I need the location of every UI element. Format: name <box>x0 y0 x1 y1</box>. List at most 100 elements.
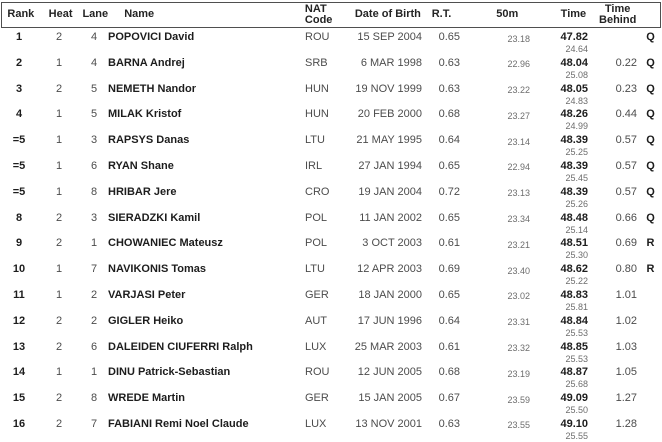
time-behind-cell <box>590 28 639 54</box>
lane-cell: 4 <box>90 31 98 43</box>
qualification-cell: Q <box>646 159 655 172</box>
reaction-time-cell: 0.63 <box>438 82 460 95</box>
time-behind-cell: 0.69 <box>615 237 637 250</box>
rank-cell: 12 <box>12 314 26 327</box>
rank-cell: 4 <box>15 108 23 121</box>
name-cell: DINU Patrick-Sebastian <box>108 366 231 379</box>
final-time: 48.83 <box>560 288 588 301</box>
qualification-cell <box>639 363 662 389</box>
header-date-of-birth: Date of Birth <box>354 8 421 21</box>
time-behind-cell: 0.57 <box>615 185 637 198</box>
rank-cell: 10 <box>12 263 26 276</box>
date-of-birth-cell: 12 APR 2003 <box>357 263 422 276</box>
lane-cell: 5 <box>90 82 98 95</box>
nat-code-cell: POL <box>305 237 328 250</box>
split-50m-cell: 23.31 <box>507 317 530 328</box>
split-50m-cell: 23.18 <box>507 33 530 44</box>
reaction-time-cell: 0.61 <box>438 237 460 250</box>
name-cell: GIGLER Heiko <box>108 314 184 327</box>
qualification-cell: R <box>646 263 655 276</box>
time-cell: 48.39 25.45 <box>532 157 590 183</box>
name-cell: NEMETH Nandor <box>108 82 196 95</box>
time-cell: 48.26 24.99 <box>532 105 590 131</box>
name-cell: HRIBAR Jere <box>108 185 177 198</box>
final-time: 48.39 <box>560 159 588 172</box>
second-50m-split: 25.25 <box>565 147 588 157</box>
name-cell: POPOVICI David <box>108 31 195 43</box>
time-behind-cell: 1.03 <box>615 340 637 353</box>
final-time: 48.39 <box>560 134 588 147</box>
final-time: 48.26 <box>560 108 588 121</box>
name-cell: SIERADZKI Kamil <box>108 211 201 224</box>
time-behind-cell: 1.01 <box>615 288 637 301</box>
heat-cell: 1 <box>55 134 63 147</box>
name-cell: BARNA Andrej <box>108 56 185 69</box>
rank-cell: 8 <box>15 211 23 224</box>
heat-cell: 2 <box>55 314 63 327</box>
table-row: 9 2 1 CHOWANIEC Mateusz POL 3 OCT 2003 0… <box>0 234 662 260</box>
final-time: 48.05 <box>560 82 588 95</box>
header-50m: 50m <box>496 8 519 21</box>
reaction-time-cell: 0.68 <box>438 108 460 121</box>
qualification-cell <box>639 286 662 312</box>
lane-cell: 2 <box>90 314 98 327</box>
reaction-time-cell: 0.72 <box>438 185 460 198</box>
table-row: =5 1 8 HRIBAR Jere CRO 19 JAN 2004 0.72 … <box>0 183 662 209</box>
split-50m-cell: 23.40 <box>507 265 530 276</box>
split-50m-cell: 23.32 <box>507 343 530 354</box>
qualification-cell: R <box>646 237 655 250</box>
second-50m-split: 25.14 <box>565 224 588 235</box>
second-50m-split: 25.08 <box>565 69 588 80</box>
split-50m-cell: 22.96 <box>507 59 530 70</box>
time-cell: 49.09 25.50 <box>532 389 590 415</box>
table-row: 11 1 2 VARJASI Peter GER 18 JAN 2000 0.6… <box>0 286 662 312</box>
time-cell: 48.62 25.22 <box>532 260 590 286</box>
table-row: 3 2 5 NEMETH Nandor HUN 19 NOV 1999 0.63… <box>0 80 662 106</box>
time-cell: 48.39 25.25 <box>532 131 590 157</box>
lane-cell: 8 <box>90 392 98 405</box>
time-cell: 48.48 25.14 <box>532 209 590 235</box>
header-name: Name <box>124 8 155 21</box>
split-50m-cell: 23.14 <box>507 136 530 147</box>
name-cell: MILAK Kristof <box>108 108 182 121</box>
lane-cell: 8 <box>90 185 98 198</box>
table-row: 15 2 8 WREDE Martin GER 15 JAN 2005 0.67… <box>0 389 662 415</box>
header-time: Time <box>560 8 587 21</box>
lane-cell: 6 <box>90 340 98 353</box>
time-cell: 48.39 25.26 <box>532 183 590 209</box>
final-time: 48.51 <box>560 237 588 250</box>
date-of-birth-cell: 13 NOV 2001 <box>355 417 422 430</box>
table-row: 13 2 6 DALEIDEN CIUFERRI Ralph LUX 25 MA… <box>0 338 662 364</box>
heat-cell: 1 <box>55 56 63 69</box>
name-cell: NAVIKONIS Tomas <box>108 263 206 276</box>
heat-cell: 1 <box>55 159 63 172</box>
date-of-birth-cell: 18 JAN 2000 <box>358 288 422 301</box>
nat-code-cell: SRB <box>305 56 328 69</box>
qualification-cell: Q <box>646 185 655 198</box>
qualification-cell <box>639 389 662 415</box>
reaction-time-cell: 0.65 <box>438 288 460 301</box>
nat-code-cell: LTU <box>305 263 325 276</box>
heat-cell: 1 <box>55 366 63 379</box>
split-50m-cell: 23.02 <box>507 291 530 302</box>
time-cell: 48.04 25.08 <box>532 54 590 80</box>
lane-cell: 3 <box>90 134 98 147</box>
second-50m-split: 25.30 <box>565 250 588 261</box>
date-of-birth-cell: 25 MAR 2003 <box>354 340 422 353</box>
table-row: =5 1 3 RAPSYS Danas LTU 21 MAY 1995 0.64… <box>0 131 662 157</box>
time-behind-cell: 1.02 <box>615 314 637 327</box>
time-cell: 48.87 25.68 <box>532 363 590 389</box>
qualification-cell: Q <box>646 31 655 43</box>
nat-code-cell: LUX <box>305 340 327 353</box>
rank-cell: 15 <box>12 392 26 405</box>
second-50m-split: 25.53 <box>565 353 588 364</box>
time-cell: 48.51 25.30 <box>532 234 590 260</box>
final-time: 48.62 <box>560 263 588 276</box>
date-of-birth-cell: 17 JUN 1996 <box>357 314 422 327</box>
header-reaction-time: R.T. <box>431 8 452 21</box>
time-behind-cell: 0.44 <box>615 108 637 121</box>
heat-cell: 2 <box>55 340 63 353</box>
final-time: 48.87 <box>560 366 588 379</box>
split-50m-cell: 23.22 <box>507 85 530 96</box>
rank-cell: 13 <box>12 340 26 353</box>
